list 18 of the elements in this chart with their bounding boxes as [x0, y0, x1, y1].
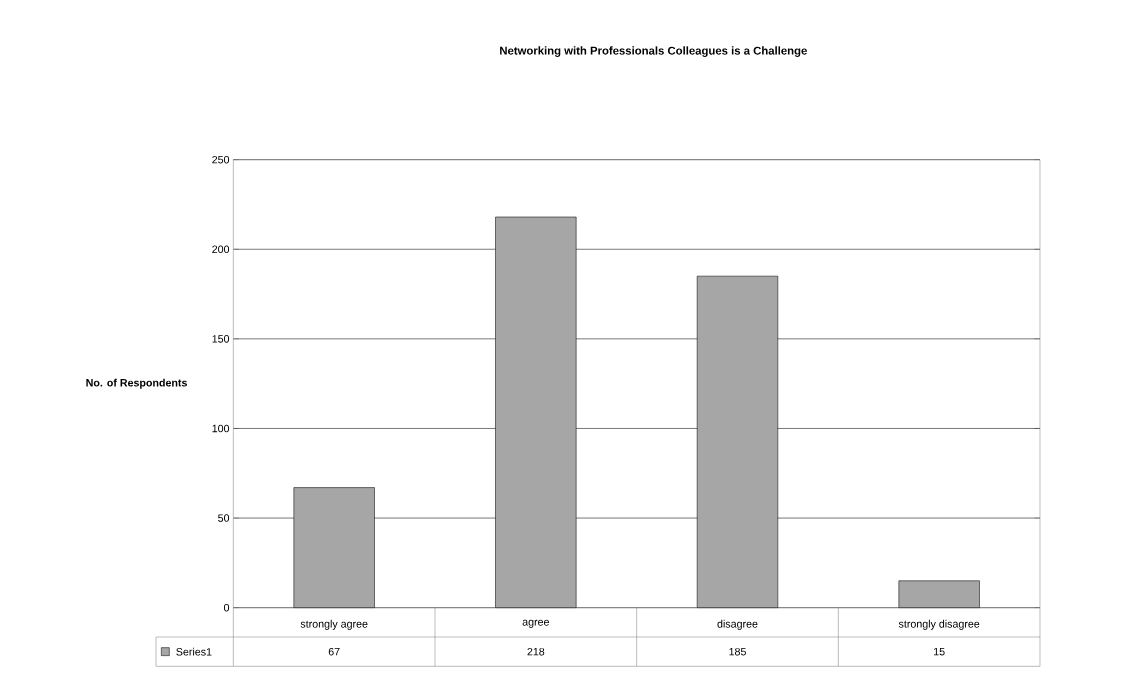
data-label: 218 — [527, 647, 545, 656]
y-tick-label: 100 — [212, 424, 230, 433]
x-tick-label: agree — [522, 619, 549, 628]
y-tick-label: 150 — [212, 335, 230, 343]
x-tick-label: disagree — [717, 619, 758, 630]
y-tick-label: 50 — [218, 514, 230, 522]
y-axis-title: No. of Respondents — [86, 378, 187, 389]
data-label: 185 — [729, 647, 746, 656]
y-tick-label: 200 — [212, 245, 230, 254]
data-label: 15 — [934, 647, 945, 656]
x-tick-label: strongly disagree — [898, 619, 980, 630]
data-label: 67 — [328, 647, 340, 656]
bar — [898, 580, 980, 608]
legend-label: Series1 — [176, 647, 212, 656]
y-tick-label: 250 — [212, 155, 230, 164]
chart-title: Networking with Professionals Colleagues is a Challenge — [500, 46, 807, 57]
x-tick-label: strongly agree — [300, 619, 368, 630]
y-tick-label: 0 — [224, 603, 230, 612]
